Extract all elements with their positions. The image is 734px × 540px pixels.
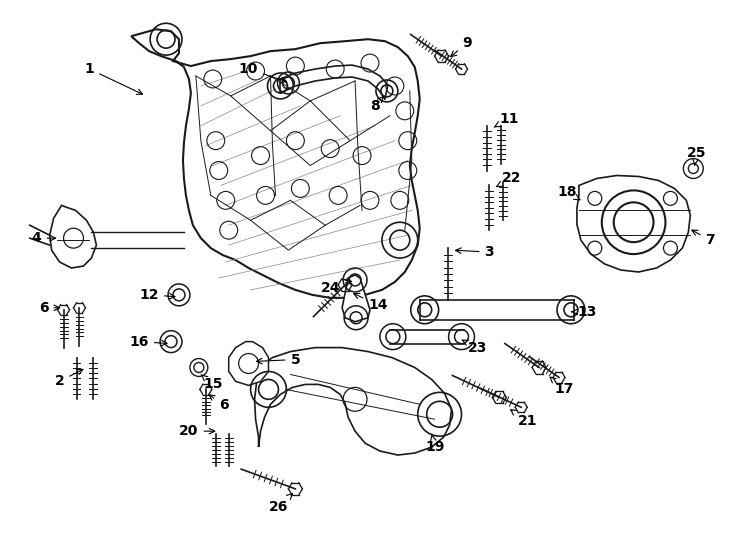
Text: 21: 21 bbox=[511, 410, 537, 428]
Polygon shape bbox=[342, 275, 370, 322]
Text: 22: 22 bbox=[496, 172, 521, 187]
Text: 6: 6 bbox=[39, 301, 59, 315]
Text: 20: 20 bbox=[179, 424, 215, 438]
Text: 6: 6 bbox=[209, 395, 228, 413]
Text: 17: 17 bbox=[550, 377, 574, 396]
Polygon shape bbox=[255, 348, 451, 455]
Text: 14: 14 bbox=[354, 293, 388, 312]
Text: 23: 23 bbox=[462, 340, 487, 355]
Text: 26: 26 bbox=[269, 494, 292, 514]
Polygon shape bbox=[131, 29, 420, 298]
Polygon shape bbox=[577, 176, 691, 272]
Text: 2: 2 bbox=[55, 369, 83, 388]
Text: 3: 3 bbox=[456, 245, 494, 259]
Text: 24: 24 bbox=[321, 280, 352, 295]
Text: 8: 8 bbox=[370, 97, 383, 113]
Text: 19: 19 bbox=[425, 435, 444, 454]
Text: 7: 7 bbox=[692, 230, 715, 247]
Text: 13: 13 bbox=[572, 305, 597, 319]
Text: 10: 10 bbox=[239, 62, 286, 83]
Polygon shape bbox=[229, 342, 269, 386]
Text: 5: 5 bbox=[257, 353, 300, 367]
Text: 9: 9 bbox=[451, 36, 472, 57]
Text: 12: 12 bbox=[139, 288, 175, 302]
Text: 25: 25 bbox=[686, 146, 706, 165]
Polygon shape bbox=[50, 205, 96, 268]
Text: 4: 4 bbox=[32, 231, 56, 245]
Text: 11: 11 bbox=[494, 112, 519, 127]
Text: 15: 15 bbox=[201, 375, 222, 392]
Text: 16: 16 bbox=[129, 335, 167, 349]
Text: 1: 1 bbox=[84, 62, 142, 94]
Text: 18: 18 bbox=[557, 185, 580, 200]
